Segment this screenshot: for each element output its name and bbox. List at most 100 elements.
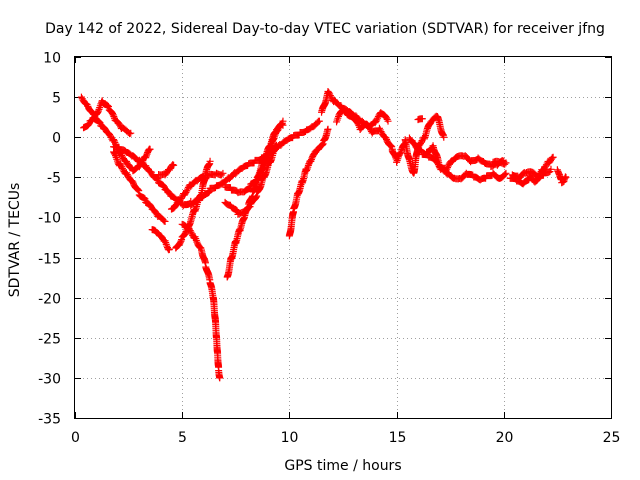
- series-arc-20: [414, 115, 426, 124]
- data-point: [142, 162, 150, 170]
- series-arc-4: [148, 226, 173, 254]
- data-point: [94, 108, 102, 116]
- data-point: [376, 126, 384, 134]
- data-point: [375, 124, 383, 132]
- data-point: [549, 153, 557, 161]
- data-point: [118, 164, 126, 172]
- data-point: [146, 145, 154, 153]
- series-arc-16: [333, 104, 392, 130]
- y-tick-label: -10: [38, 211, 61, 227]
- data-point: [129, 178, 137, 186]
- data-point: [502, 159, 510, 167]
- data-point: [118, 163, 126, 171]
- data-point: [372, 117, 380, 125]
- data-point: [307, 156, 315, 164]
- data-point: [417, 138, 425, 146]
- x-tick-label: 0: [71, 430, 80, 446]
- data-point: [440, 133, 448, 141]
- data-point: [216, 374, 224, 382]
- data-point: [135, 187, 143, 195]
- data-point: [547, 165, 555, 173]
- data-point: [187, 228, 195, 236]
- y-axis-label: SDTVAR / TECUs: [7, 183, 23, 298]
- data-point: [374, 114, 382, 122]
- data-point: [94, 117, 102, 125]
- data-point: [418, 115, 426, 123]
- data-point: [182, 188, 190, 196]
- data-points: [77, 88, 570, 382]
- plot-frame: [74, 56, 612, 419]
- data-point: [205, 188, 213, 196]
- data-point: [417, 146, 425, 154]
- data-point: [84, 121, 92, 129]
- data-point: [159, 182, 167, 190]
- data-point: [111, 150, 119, 158]
- y-tick-label: -15: [38, 252, 61, 268]
- data-point: [501, 170, 509, 178]
- data-point: [127, 129, 135, 137]
- data-point: [112, 152, 120, 160]
- data-point: [109, 111, 117, 119]
- data-point: [326, 90, 334, 98]
- data-point: [232, 206, 240, 214]
- data-point: [394, 153, 402, 161]
- data-point: [110, 137, 118, 145]
- data-point: [245, 184, 253, 192]
- data-point: [181, 190, 189, 198]
- y-tick-label: -35: [38, 412, 61, 428]
- y-tick-label: -5: [47, 171, 61, 187]
- series-arc-3: [110, 148, 169, 225]
- chart-title: Day 142 of 2022, Sidereal Day-to-day VTE…: [45, 21, 605, 37]
- data-point: [143, 150, 151, 158]
- data-point: [177, 194, 185, 202]
- data-point: [147, 202, 155, 210]
- data-point: [105, 103, 112, 111]
- data-point: [318, 141, 326, 149]
- data-point: [411, 140, 419, 148]
- data-point: [141, 195, 149, 203]
- x-tick-label: 15: [389, 430, 407, 446]
- data-point: [104, 102, 112, 110]
- x-tick-label: 20: [496, 430, 514, 446]
- data-point: [501, 160, 509, 168]
- data-point: [382, 114, 390, 122]
- data-point: [315, 117, 323, 125]
- data-point: [259, 163, 267, 171]
- y-tick-label: 0: [52, 131, 61, 147]
- data-point: [94, 107, 102, 115]
- series-arc-2: [80, 97, 135, 138]
- data-point: [562, 173, 570, 181]
- data-point: [181, 229, 189, 237]
- data-point: [96, 119, 104, 127]
- data-point: [377, 128, 385, 136]
- data-point: [326, 92, 334, 100]
- data-point: [106, 132, 114, 140]
- series-arc-21: [489, 157, 510, 168]
- data-point: [122, 169, 130, 177]
- data-point: [325, 89, 333, 97]
- data-point: [324, 125, 332, 133]
- data-point: [123, 170, 131, 178]
- data-point: [319, 140, 327, 148]
- data-point: [373, 116, 381, 124]
- data-point: [165, 246, 173, 254]
- axis-ticks: 0 5 10 15 20 25 -35 -30 -25 -20 -15 -10 -5 0 5 10: [38, 51, 620, 447]
- x-tick-label: 25: [603, 430, 621, 446]
- data-point: [206, 157, 214, 165]
- data-point: [177, 237, 185, 245]
- data-point: [115, 120, 123, 128]
- data-point: [95, 118, 103, 126]
- series-arc-24: [553, 166, 570, 187]
- data-point: [384, 117, 392, 125]
- y-tick-label: 10: [43, 51, 61, 67]
- data-point: [133, 185, 141, 193]
- data-point: [219, 169, 227, 177]
- series-arc-6: [155, 161, 178, 179]
- data-point: [444, 162, 452, 170]
- y-tick-label: 5: [52, 91, 61, 107]
- data-point: [444, 164, 452, 172]
- data-point: [169, 161, 177, 169]
- y-tick-label: -30: [38, 372, 61, 388]
- x-tick-label: 5: [178, 430, 187, 446]
- data-point: [176, 196, 184, 204]
